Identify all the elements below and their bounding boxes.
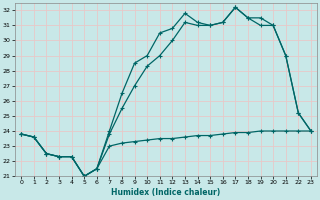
X-axis label: Humidex (Indice chaleur): Humidex (Indice chaleur) bbox=[111, 188, 221, 197]
